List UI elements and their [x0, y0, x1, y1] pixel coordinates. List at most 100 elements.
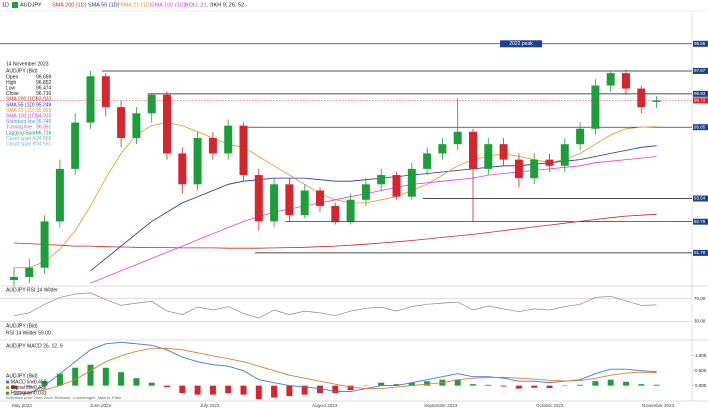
x-axis-label: August 2023: [312, 403, 338, 408]
info-value: 96.716: [36, 91, 52, 97]
info-name: Open: [6, 74, 18, 80]
histogram-bar: [301, 385, 308, 395]
histogram-bar: [209, 385, 216, 395]
histogram-bar: [393, 384, 400, 386]
candle-body: [652, 100, 661, 102]
rsi-legend: AUDJPY (Bid): [6, 323, 38, 329]
candle-body: [576, 128, 585, 145]
histogram-bar: [332, 385, 339, 394]
rsi-legend: RSI 14 Wilder 59.00: [6, 330, 51, 336]
candle-body: [423, 153, 432, 169]
toolbar-boll[interactable]: BOLL 21, 2: [185, 2, 213, 8]
y-tick-label: 30.00: [694, 319, 706, 324]
info-instrument: AUDJPY (Bid): [6, 68, 38, 74]
info-name: Close: [6, 91, 19, 97]
candle-body: [469, 131, 477, 169]
info-value: 94.916: [36, 114, 52, 120]
candle-body: [178, 153, 187, 185]
x-axis-label: July 2023: [200, 403, 220, 408]
x-axis-label: September 2023: [424, 403, 458, 408]
last-price-label: 96.72: [694, 98, 706, 103]
histogram-bar: [26, 385, 33, 387]
toolbar-ikh[interactable]: IKH 9, 26, 52: [212, 2, 244, 8]
histogram-bar: [11, 385, 17, 389]
toolbar-sma55[interactable]: SMA 55 (1D): [88, 2, 120, 8]
candle-body: [560, 144, 569, 166]
info-value: 93.033: [36, 97, 52, 103]
candle-body: [254, 175, 263, 222]
candle-body: [147, 94, 156, 114]
level-tag: [693, 90, 708, 97]
candle-body: [499, 144, 508, 160]
histogram-bar: [454, 379, 461, 386]
legend-name: MACD line: [11, 379, 35, 385]
info-date: 14 November 2023: [6, 61, 49, 67]
candle-body: [622, 73, 630, 89]
histogram-bar: [41, 381, 48, 386]
histogram-bar: [408, 382, 415, 386]
histogram-bar: [485, 384, 492, 386]
candle-body: [71, 122, 80, 169]
info-value: 96.669: [36, 74, 52, 80]
histogram-bar: [378, 382, 385, 386]
info-name: Low: [6, 86, 16, 92]
candle-body: [606, 73, 615, 86]
macd-legend: AUDJPY (Bid): [6, 373, 38, 379]
histogram-bar: [577, 384, 584, 386]
histogram-bar: [317, 385, 323, 394]
candle-body: [224, 125, 233, 154]
info-value: 96.361: [36, 125, 52, 131]
info-name: SMA 55 (1D): [6, 102, 35, 108]
histogram-bar: [424, 381, 431, 386]
histogram-bar: [56, 373, 63, 386]
info-name: Turning line: [6, 125, 32, 131]
level-label: 93.54: [694, 196, 706, 201]
histogram-bar: [546, 385, 553, 389]
timeframe: 1D: [2, 2, 9, 8]
level-tag: [693, 40, 708, 47]
footer: Indicative price Time Zone: Brussels, Co…: [6, 395, 121, 400]
y-tick-label: 0.000: [695, 383, 707, 388]
histogram-bar: [515, 385, 522, 389]
info-value: 95.745: [36, 119, 52, 125]
y-tick-label: 1.000: [695, 353, 707, 358]
candle-body: [86, 76, 95, 123]
candle-body: [163, 94, 171, 154]
x-axis-label: May 2023: [12, 403, 32, 408]
toolbar-sma100[interactable]: SMA 100 (1D): [151, 2, 186, 8]
candle-body: [10, 276, 18, 281]
info-value: 96.716: [36, 130, 52, 136]
level-label: 91.78: [694, 250, 706, 255]
histogram-bar: [194, 385, 201, 395]
legend-swatch: [6, 380, 9, 384]
candle-body: [239, 125, 248, 176]
info-name: SMA 100 (1D): [6, 114, 38, 120]
level-tag: [693, 67, 708, 74]
candle-body: [331, 205, 340, 222]
instrument: AUDJPY: [20, 2, 42, 8]
histogram-bar: [255, 385, 262, 400]
info-value: 95.865: [36, 108, 52, 114]
legend-name: Histogram: [11, 391, 34, 397]
candle-body: [285, 184, 294, 216]
toolbar-sma200[interactable]: SMA 200 (1D): [52, 2, 87, 8]
candle-body: [453, 131, 462, 145]
macd-title: AUDJPY MACD 26, 12, 9: [6, 343, 63, 349]
histogram-bar: [347, 385, 354, 391]
info-value: 95.249: [36, 102, 52, 108]
candle-body: [377, 175, 386, 185]
info-name: Lagging Span: [6, 130, 37, 136]
toolbar-sma21[interactable]: SMA 21 (1D): [120, 2, 152, 8]
info-name: SMA 200 (1D): [6, 97, 38, 103]
info-name: Cloud span A: [6, 136, 36, 142]
instrument-icon: [12, 2, 18, 8]
annotation-box: [500, 40, 542, 48]
x-axis-label: November 2023: [642, 403, 675, 408]
candle-body: [361, 184, 370, 200]
info-name: Standard line: [6, 119, 36, 125]
histogram-bar: [592, 381, 599, 386]
histogram-bar: [179, 385, 186, 394]
histogram-bar: [72, 367, 79, 386]
candle-body: [117, 107, 126, 138]
